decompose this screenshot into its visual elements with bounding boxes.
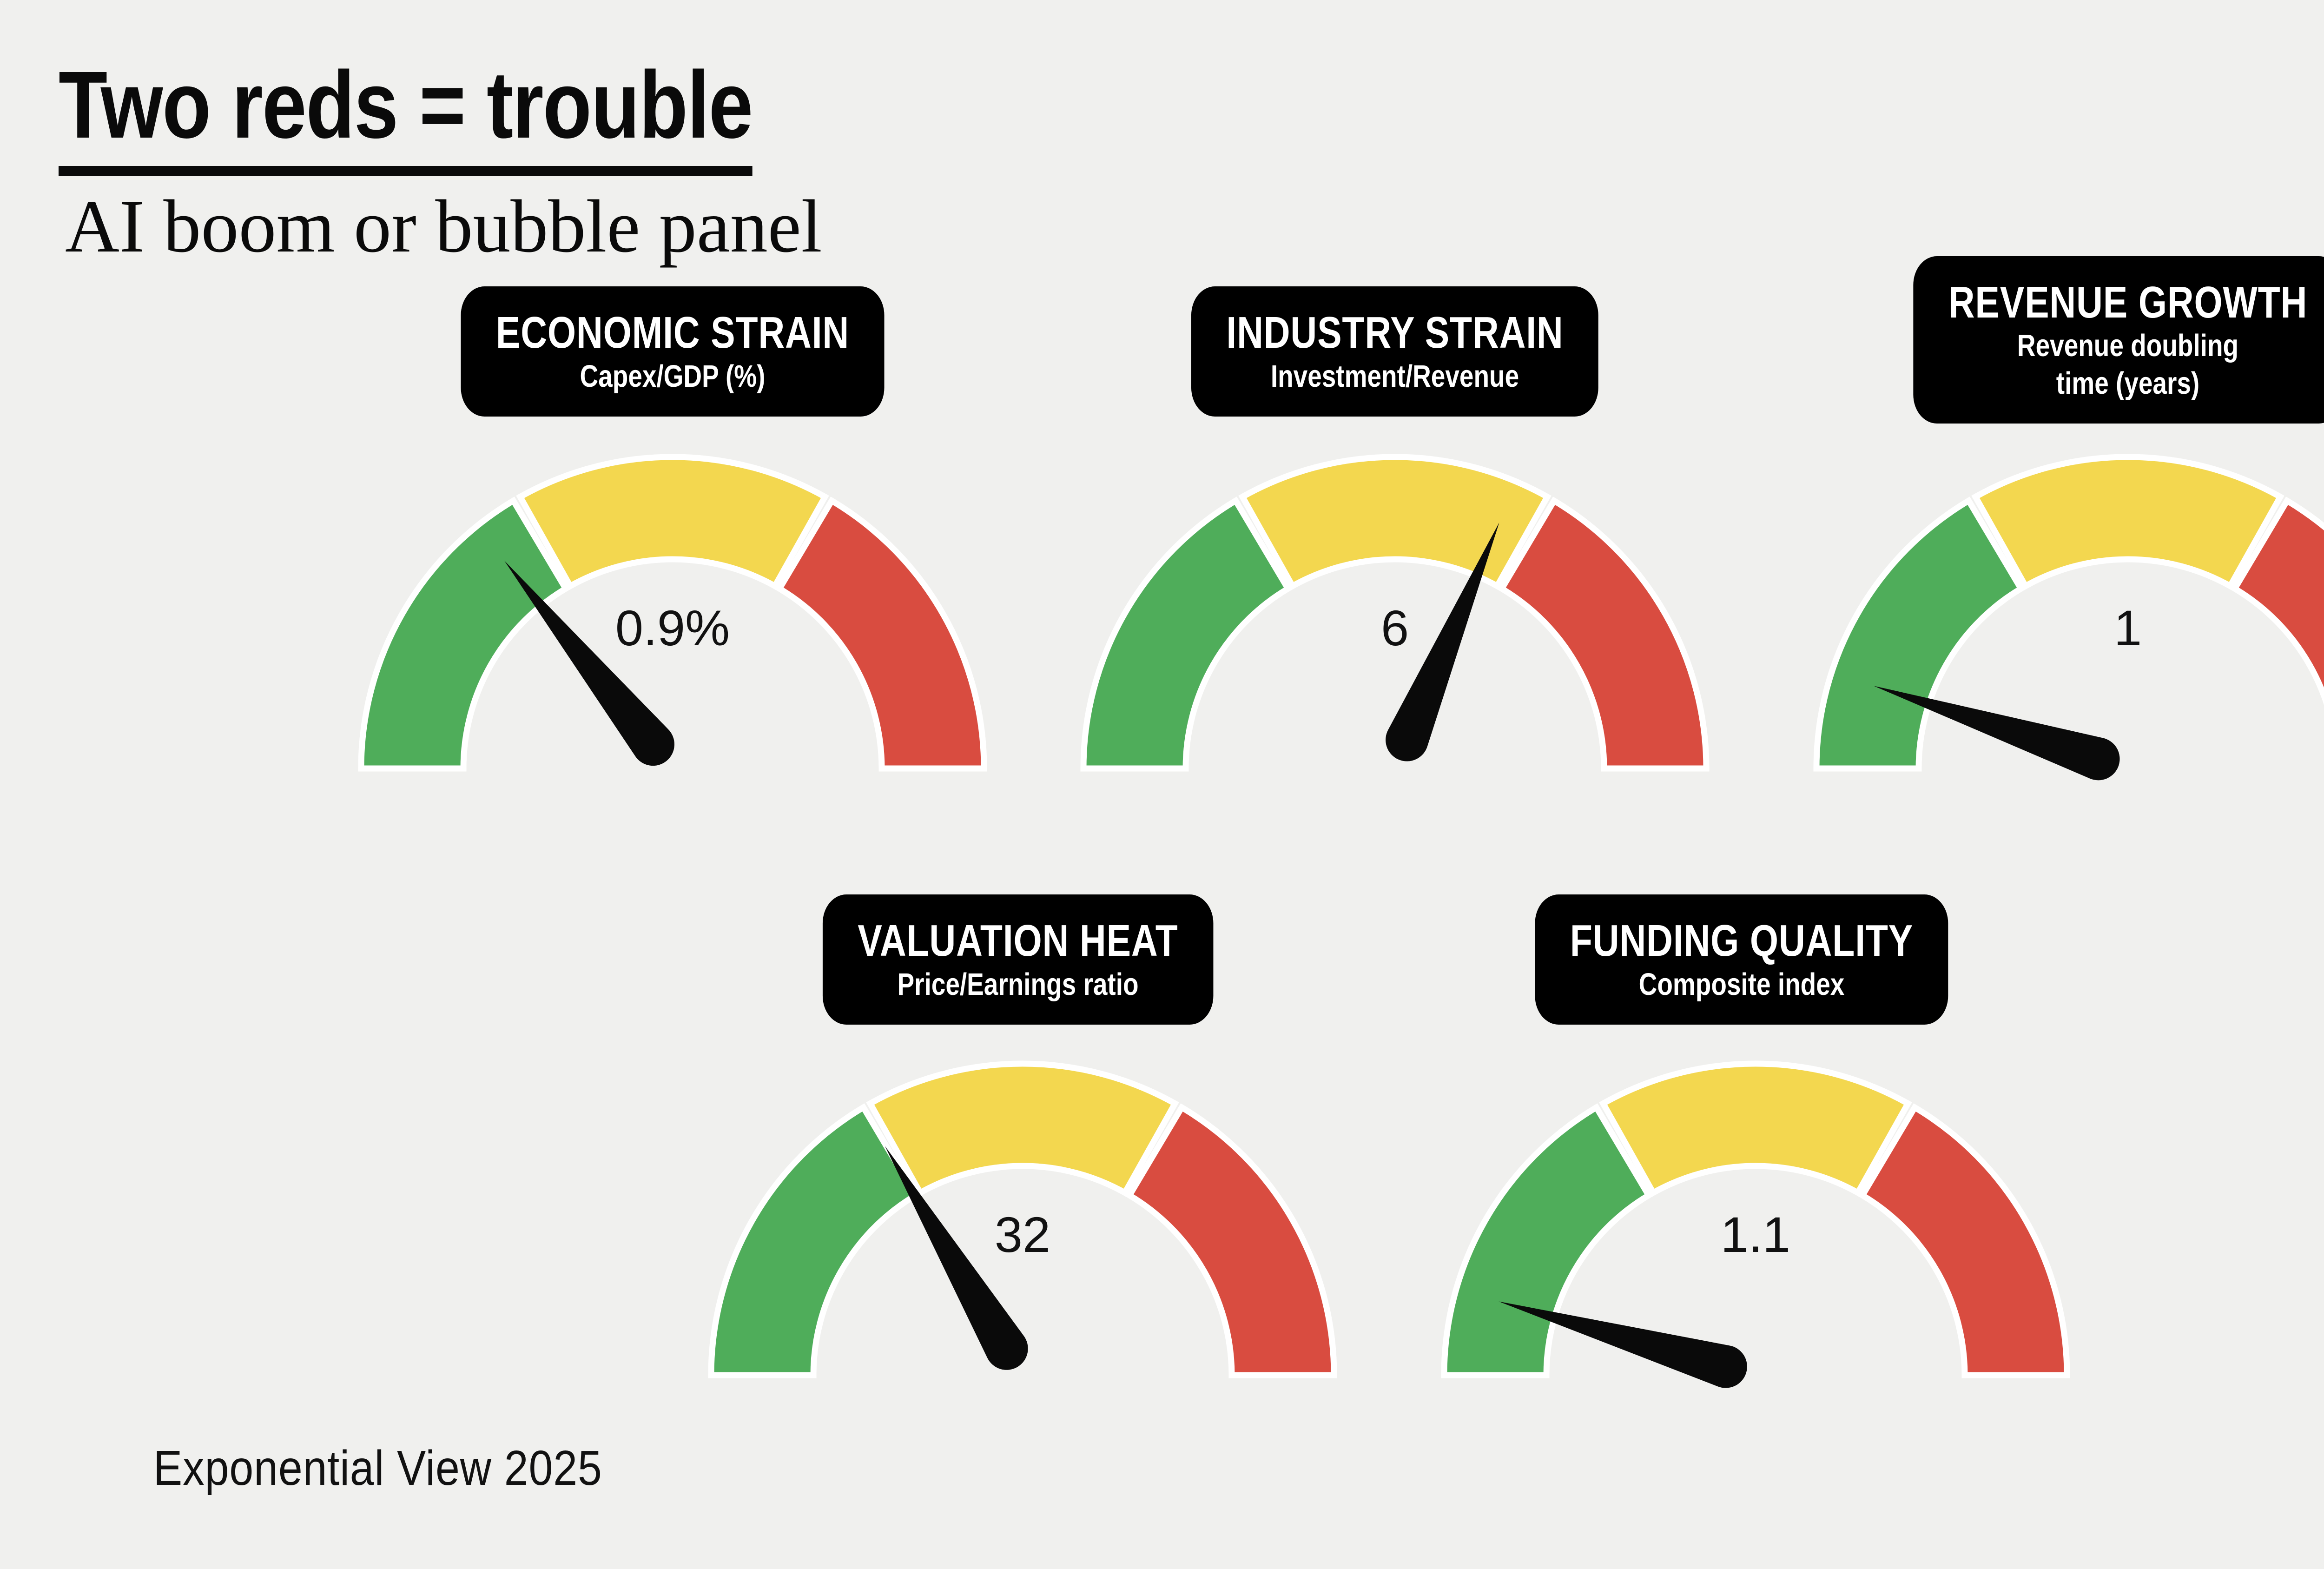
label-metric: Composite index — [1638, 967, 1845, 1002]
label-funding-quality: FUNDING QUALITY Composite index — [1535, 894, 1948, 1025]
label-metric: Investment/Revenue — [1270, 358, 1519, 394]
gauge-needle — [1386, 522, 1499, 761]
label-revenue-growth: REVENUE GROWTH Revenue doubling time (ye… — [1913, 256, 2324, 424]
gauge-segment-red — [1498, 497, 1710, 772]
gauge-funding-quality: 1.1 — [1441, 1060, 2070, 1388]
label-metric: Capex/GDP (%) — [580, 358, 766, 394]
gauge-segment-yellow — [866, 1060, 1179, 1197]
gauge-needle — [1874, 686, 2120, 781]
gauge-segment-green — [1080, 497, 1292, 772]
gauge-value: 0.9% — [615, 600, 730, 656]
gauge-economic-strain: 0.9% — [358, 454, 987, 772]
label-title: REVENUE GROWTH — [1948, 277, 2308, 327]
gauge-industry-strain: 6 — [1080, 454, 1710, 772]
gauge-value: 6 — [1381, 600, 1409, 656]
label-valuation-heat: VALUATION HEAT Price/Earnings ratio — [822, 894, 1214, 1025]
label-title: INDUSTRY STRAIN — [1226, 308, 1564, 358]
header: Two reds = trouble AI boom or bubble pan… — [59, 55, 885, 270]
gauge-value: 32 — [995, 1206, 1050, 1263]
gauge-needle — [885, 1146, 1028, 1370]
gauge-value: 1.1 — [1721, 1206, 1790, 1263]
gauge-segment-green — [1441, 1103, 1653, 1378]
page-subtitle: AI boom or bubble panel — [65, 185, 822, 269]
page-title: Two reds = trouble — [59, 55, 753, 177]
gauge-segment-yellow — [516, 454, 829, 590]
gauge-segment-red — [1858, 1103, 2070, 1378]
gauge-segment-green — [358, 497, 570, 772]
footer-credit: Exponential View 2025 — [153, 1441, 602, 1496]
gauge-revenue-growth: 1 — [1813, 454, 2324, 781]
gauge-segment-yellow — [1599, 1060, 1912, 1197]
gauge-segment-red — [2231, 497, 2324, 705]
label-industry-strain: INDUSTRY STRAIN Investment/Revenue — [1191, 286, 1599, 417]
gauge-needle — [1499, 1301, 1747, 1388]
gauge-segment-yellow — [1238, 454, 1552, 590]
gauge-value: 1 — [2114, 600, 2142, 656]
label-metric: Revenue doubling time (years) — [2017, 328, 2239, 401]
gauge-needle — [504, 561, 674, 766]
gauge-valuation-heat: 32 — [708, 1060, 1337, 1378]
label-title: VALUATION HEAT — [858, 916, 1178, 966]
gauge-segment-red — [775, 497, 987, 772]
label-title: ECONOMIC STRAIN — [495, 308, 850, 358]
gauge-segment-green — [1813, 497, 2025, 772]
gauge-segment-green — [708, 1103, 920, 1378]
label-economic-strain: ECONOMIC STRAIN Capex/GDP (%) — [461, 286, 885, 417]
label-metric: Price/Earnings ratio — [897, 967, 1139, 1002]
gauge-segment-yellow — [1971, 454, 2284, 590]
gauge-segment-red — [1125, 1103, 1337, 1378]
label-title: FUNDING QUALITY — [1570, 916, 1914, 966]
